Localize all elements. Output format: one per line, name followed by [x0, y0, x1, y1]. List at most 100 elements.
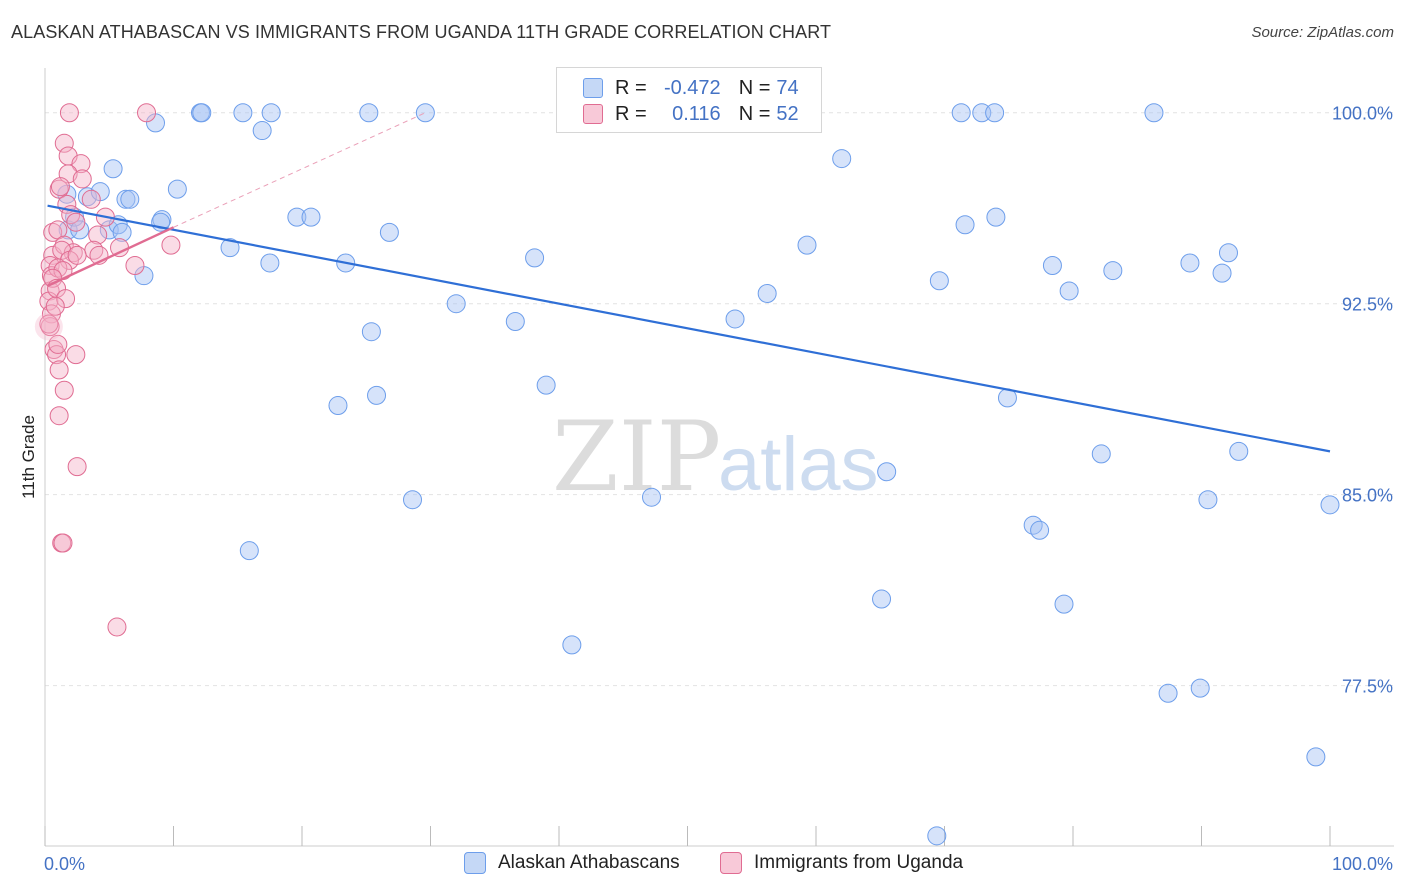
point-alaskan[interactable]: [361, 322, 381, 342]
point-uganda[interactable]: [49, 360, 69, 380]
point-uganda[interactable]: [52, 240, 72, 260]
point-alaskan[interactable]: [1320, 495, 1340, 515]
point-alaskan[interactable]: [359, 103, 379, 123]
point-uganda[interactable]: [45, 296, 65, 316]
point-uganda[interactable]: [48, 258, 68, 278]
point-alaskan[interactable]: [403, 490, 423, 510]
point-uganda[interactable]: [67, 245, 87, 265]
point-alaskan[interactable]: [927, 826, 947, 846]
point-alaskan[interactable]: [985, 103, 1005, 123]
point-uganda[interactable]: [39, 314, 59, 334]
point-uganda[interactable]: [72, 169, 92, 189]
point-alaskan[interactable]: [642, 487, 662, 507]
point-alaskan[interactable]: [1091, 444, 1111, 464]
point-alaskan[interactable]: [120, 189, 140, 209]
point-alaskan[interactable]: [252, 121, 272, 141]
x-tick-label-max: 100.0%: [1332, 854, 1393, 874]
point-alaskan[interactable]: [1023, 515, 1043, 535]
point-uganda[interactable]: [137, 103, 157, 123]
point-alaskan[interactable]: [287, 207, 307, 227]
point-alaskan[interactable]: [986, 207, 1006, 227]
point-alaskan[interactable]: [955, 215, 975, 235]
point-alaskan[interactable]: [1042, 256, 1062, 275]
point-alaskan[interactable]: [951, 103, 971, 123]
point-alaskan[interactable]: [167, 179, 187, 199]
point-alaskan[interactable]: [525, 248, 545, 268]
point-alaskan[interactable]: [367, 385, 387, 405]
point-alaskan[interactable]: [1306, 747, 1326, 767]
legend-label-alaskan: Alaskan Athabascans: [498, 852, 680, 873]
point-alaskan[interactable]: [1059, 281, 1079, 301]
point-uganda[interactable]: [67, 457, 87, 477]
point-alaskan[interactable]: [103, 159, 123, 179]
point-alaskan[interactable]: [536, 375, 556, 395]
point-alaskan[interactable]: [220, 238, 240, 258]
point-uganda[interactable]: [56, 289, 76, 309]
point-alaskan[interactable]: [1190, 678, 1210, 698]
point-uganda[interactable]: [66, 345, 86, 365]
legend-item-uganda[interactable]: Immigrants from Uganda: [720, 852, 963, 874]
point-uganda[interactable]: [66, 212, 86, 232]
point-uganda[interactable]: [161, 235, 181, 255]
point-uganda[interactable]: [54, 133, 74, 153]
point-uganda[interactable]: [54, 380, 74, 400]
point-uganda[interactable]: [71, 154, 91, 174]
point-uganda[interactable]: [81, 189, 101, 209]
point-alaskan[interactable]: [562, 635, 582, 655]
point-uganda[interactable]: [125, 256, 145, 275]
point-uganda[interactable]: [50, 177, 70, 197]
point-uganda[interactable]: [49, 406, 69, 426]
y-tick-label: 85.0%: [1342, 486, 1393, 506]
point-uganda[interactable]: [88, 225, 108, 245]
point-alaskan[interactable]: [877, 462, 897, 482]
grid-lines: [45, 112, 1394, 687]
point-alaskan[interactable]: [757, 284, 777, 304]
point-alaskan[interactable]: [929, 271, 949, 291]
point-alaskan[interactable]: [239, 541, 259, 561]
point-alaskan[interactable]: [872, 589, 892, 609]
point-alaskan[interactable]: [1212, 263, 1232, 283]
y-tick-label: 77.5%: [1342, 677, 1393, 697]
point-uganda[interactable]: [43, 222, 63, 242]
point-alaskan[interactable]: [1229, 441, 1249, 461]
point-uganda[interactable]: [110, 238, 130, 258]
point-alaskan[interactable]: [379, 222, 399, 242]
point-alaskan[interactable]: [725, 309, 745, 329]
point-uganda[interactable]: [53, 533, 73, 553]
point-alaskan[interactable]: [1180, 253, 1200, 273]
trend-line-uganda: [47, 226, 175, 287]
legend-item-alaskan[interactable]: Alaskan Athabascans: [464, 852, 680, 874]
point-alaskan[interactable]: [1144, 103, 1164, 123]
point-alaskan[interactable]: [1103, 261, 1123, 281]
source-label: Source: ZipAtlas.com: [1251, 24, 1394, 41]
legend-row-alaskan: R = -0.472 N = 74: [557, 75, 799, 101]
point-alaskan[interactable]: [505, 312, 525, 332]
point-alaskan[interactable]: [301, 207, 321, 227]
point-alaskan[interactable]: [260, 253, 280, 273]
point-alaskan[interactable]: [797, 235, 817, 255]
point-alaskan[interactable]: [1218, 243, 1238, 263]
point-alaskan[interactable]: [1198, 490, 1218, 510]
point-uganda[interactable]: [47, 345, 67, 365]
point-alaskan[interactable]: [112, 222, 132, 242]
point-uganda[interactable]: [59, 103, 79, 123]
point-uganda[interactable]: [48, 334, 68, 354]
point-uganda[interactable]: [44, 340, 64, 360]
point-alaskan[interactable]: [1158, 683, 1178, 703]
blue-swatch-icon: [583, 78, 603, 98]
point-alaskan[interactable]: [832, 149, 852, 169]
point-uganda[interactable]: [107, 617, 127, 637]
point-alaskan[interactable]: [328, 396, 348, 416]
legend-label-uganda: Immigrants from Uganda: [754, 852, 964, 873]
point-alaskan[interactable]: [1054, 594, 1074, 614]
r-label: R =: [615, 102, 647, 125]
point-alaskan[interactable]: [446, 294, 466, 314]
point-alaskan[interactable]: [415, 103, 435, 123]
point-alaskan[interactable]: [58, 220, 78, 240]
point-alaskan[interactable]: [1030, 520, 1050, 540]
pink-swatch-icon: [583, 104, 603, 124]
point-alaskan[interactable]: [233, 103, 253, 123]
point-alaskan[interactable]: [261, 103, 281, 123]
point-alaskan[interactable]: [192, 103, 212, 123]
point-uganda[interactable]: [40, 256, 60, 275]
